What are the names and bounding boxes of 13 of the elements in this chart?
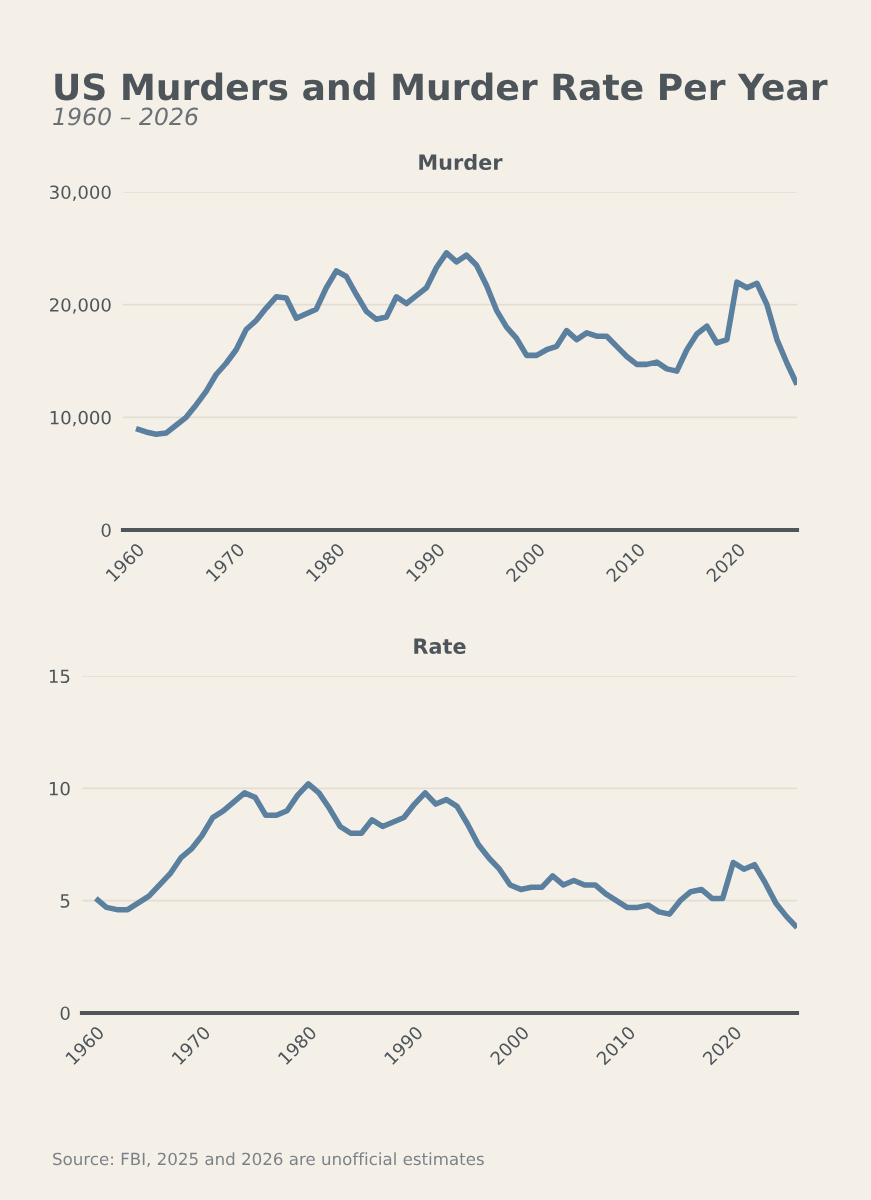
source-note: Source: FBI, 2025 and 2026 are unofficial estimates xyxy=(53,1152,484,1167)
y-tick-label: 10,000 xyxy=(50,410,111,427)
y-tick-label: 15 xyxy=(49,669,70,684)
y-tick-label: 20,000 xyxy=(50,298,111,314)
chart-title: Murder xyxy=(419,153,503,171)
y-tick-label: 0 xyxy=(101,523,111,538)
y-tick-label: 5 xyxy=(60,894,70,908)
y-tick-label: 0 xyxy=(60,1006,70,1021)
text: 1960 – 2026 xyxy=(53,107,198,126)
y-tick-label: 10 xyxy=(49,781,70,796)
y-tick-label: 30,000 xyxy=(50,185,111,201)
text: US Murders and Murder Rate Per Year xyxy=(55,72,828,101)
chart-title: Rate xyxy=(414,638,466,655)
